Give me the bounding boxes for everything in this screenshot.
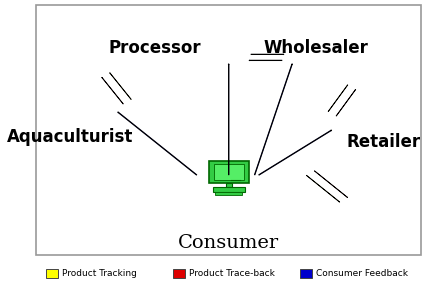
Bar <box>173 269 185 278</box>
Text: Consumer: Consumer <box>178 234 279 252</box>
Text: Retailer: Retailer <box>347 133 421 151</box>
Bar <box>215 192 242 195</box>
Bar <box>213 187 245 192</box>
Bar <box>226 183 232 187</box>
Text: Product Tracking: Product Tracking <box>62 269 137 278</box>
Text: Consumer Feedback: Consumer Feedback <box>316 269 408 278</box>
Bar <box>36 5 422 255</box>
Text: Product Trace-back: Product Trace-back <box>189 269 275 278</box>
Text: Aquaculturist: Aquaculturist <box>6 128 133 146</box>
Text: Wholesaler: Wholesaler <box>264 39 369 57</box>
Bar <box>209 161 249 183</box>
Bar <box>214 164 244 180</box>
Bar <box>300 269 312 278</box>
Text: Processor: Processor <box>109 39 202 57</box>
Bar <box>46 269 58 278</box>
